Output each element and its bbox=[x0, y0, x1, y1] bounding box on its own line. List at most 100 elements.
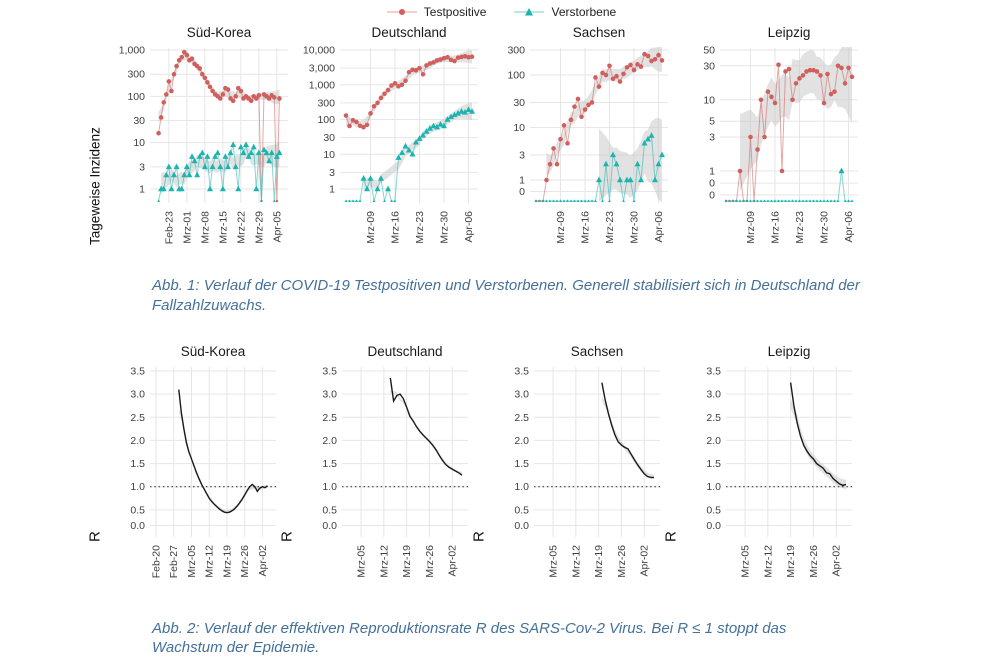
svg-text:Mrz-16: Mrz-16 bbox=[580, 211, 592, 244]
svg-text:Mrz-12: Mrz-12 bbox=[762, 544, 774, 577]
panel-incidence-sued-korea: Süd-Korea 1,000 300 100 30 10 3 1 Feb-23 Mrz-01 M… bbox=[104, 23, 294, 264]
svg-text:100: 100 bbox=[507, 70, 525, 82]
svg-text:Mrz-19: Mrz-19 bbox=[221, 544, 233, 577]
svg-text:2.5: 2.5 bbox=[322, 411, 337, 423]
svg-text:Mrz-05: Mrz-05 bbox=[356, 544, 368, 577]
chart-legend: Testpositive Verstorbene bbox=[0, 0, 1001, 19]
svg-text:0.0: 0.0 bbox=[130, 520, 145, 532]
svg-text:Mrz-23: Mrz-23 bbox=[604, 211, 616, 244]
legend-item-verstorbene: Verstorbene bbox=[512, 5, 616, 19]
panel-title: Süd-Korea bbox=[180, 343, 246, 359]
incidence-chart-sued-korea: 1,000 300 100 30 10 3 1 Feb-23 Mrz-01 Mrz-08 Mrz-1… bbox=[119, 45, 288, 244]
svg-text:5: 5 bbox=[709, 116, 715, 128]
svg-text:1,000: 1,000 bbox=[119, 45, 145, 57]
svg-text:Mrz-01: Mrz-01 bbox=[181, 211, 193, 244]
svg-text:Mrz-26: Mrz-26 bbox=[808, 544, 820, 577]
r-axis-label-deutschland: R bbox=[278, 530, 296, 542]
svg-text:Mrz-23: Mrz-23 bbox=[414, 211, 426, 244]
svg-text:Mrz-30: Mrz-30 bbox=[819, 211, 831, 244]
svg-text:Mrz-19: Mrz-19 bbox=[785, 544, 797, 577]
svg-text:2.5: 2.5 bbox=[706, 411, 721, 423]
svg-text:1.5: 1.5 bbox=[514, 458, 529, 470]
svg-text:Mrz-19: Mrz-19 bbox=[593, 544, 605, 577]
svg-text:Mrz-29: Mrz-29 bbox=[253, 211, 265, 244]
svg-text:Mrz-23: Mrz-23 bbox=[794, 211, 806, 244]
svg-text:300: 300 bbox=[317, 97, 335, 109]
svg-text:1.5: 1.5 bbox=[130, 458, 145, 470]
figure1-y-axis-label: Tageweise Inzidenz bbox=[87, 127, 103, 245]
r-chart-deutschland: 3.5 3.0 2.5 2.0 1.5 1.0 0.5 0.0 Mrz-05 Mrz-12 Mrz-… bbox=[322, 365, 468, 577]
svg-text:0.0: 0.0 bbox=[514, 520, 529, 532]
svg-text:Apr-06: Apr-06 bbox=[463, 211, 475, 243]
svg-text:Mrz-05: Mrz-05 bbox=[740, 544, 752, 577]
panel-incidence-sachsen: Sachsen 300 100 30 10 3 1 0 Mrz-09 Mrz-16 Mrz-23 M… bbox=[484, 23, 674, 264]
testpositive-marker-icon bbox=[386, 9, 417, 15]
svg-text:2.0: 2.0 bbox=[514, 435, 529, 447]
svg-text:1.0: 1.0 bbox=[706, 481, 721, 493]
svg-text:Feb-23: Feb-23 bbox=[163, 211, 175, 244]
svg-text:3.5: 3.5 bbox=[706, 365, 721, 377]
panel-incidence-deutschland: Deutschland 10,000 3,000 1,000 300 100 30 10 3 1… bbox=[294, 23, 484, 264]
svg-text:0.5: 0.5 bbox=[322, 504, 337, 516]
svg-text:10: 10 bbox=[513, 122, 525, 134]
svg-text:Mrz-12: Mrz-12 bbox=[378, 544, 390, 577]
svg-text:1.5: 1.5 bbox=[322, 458, 337, 470]
svg-text:0.0: 0.0 bbox=[322, 520, 337, 532]
svg-text:Mrz-19: Mrz-19 bbox=[401, 544, 413, 577]
svg-text:Mrz-12: Mrz-12 bbox=[204, 544, 216, 577]
panel-title: Leipzig bbox=[767, 25, 811, 40]
svg-text:3,000: 3,000 bbox=[309, 63, 335, 75]
svg-text:300: 300 bbox=[507, 45, 525, 57]
svg-text:1: 1 bbox=[709, 166, 715, 178]
svg-text:Mrz-16: Mrz-16 bbox=[770, 211, 782, 244]
svg-text:3.0: 3.0 bbox=[514, 388, 529, 400]
r-chart-leipzig: 3.5 3.0 2.5 2.0 1.5 1.0 0.5 0.0 Mrz-05 Mrz-12 Mrz-… bbox=[706, 365, 852, 577]
svg-text:3.0: 3.0 bbox=[130, 388, 145, 400]
verstorbene-marker-icon bbox=[514, 8, 545, 16]
legend-label-verstorbene: Verstorbene bbox=[551, 5, 617, 19]
svg-text:2.0: 2.0 bbox=[706, 435, 721, 447]
svg-text:3.5: 3.5 bbox=[322, 365, 337, 377]
svg-text:50: 50 bbox=[703, 45, 715, 57]
r-chart-sued-korea: 3.5 3.0 2.5 2.0 1.5 1.0 0.5 0.0 Feb-20 Feb-27 Mrz-… bbox=[130, 365, 276, 578]
svg-text:1: 1 bbox=[139, 184, 145, 196]
svg-text:30: 30 bbox=[513, 97, 525, 109]
svg-text:Mrz-26: Mrz-26 bbox=[239, 544, 251, 577]
svg-text:10: 10 bbox=[323, 149, 335, 161]
svg-text:Apr-05: Apr-05 bbox=[271, 211, 283, 243]
svg-text:0.5: 0.5 bbox=[706, 504, 721, 516]
figure1-row: Tageweise Inzidenz Süd-Korea 1,000 300 100… bbox=[86, 23, 1001, 264]
svg-text:3: 3 bbox=[709, 132, 715, 144]
svg-text:0.5: 0.5 bbox=[514, 504, 529, 516]
svg-text:Apr-02: Apr-02 bbox=[447, 544, 459, 576]
svg-text:3.5: 3.5 bbox=[514, 365, 529, 377]
svg-text:Mrz-30: Mrz-30 bbox=[439, 211, 451, 244]
svg-text:3: 3 bbox=[519, 149, 525, 161]
svg-text:Mrz-08: Mrz-08 bbox=[199, 211, 211, 244]
svg-text:Mrz-09: Mrz-09 bbox=[745, 211, 757, 244]
svg-text:Mrz-16: Mrz-16 bbox=[390, 211, 402, 244]
svg-text:Mrz-09: Mrz-09 bbox=[555, 211, 567, 244]
svg-text:2.5: 2.5 bbox=[514, 411, 529, 423]
svg-text:Mrz-09: Mrz-09 bbox=[365, 211, 377, 244]
panel-r-sued-korea: Süd-Korea 3.5 3.0 2.5 2.0 1.5 1.0 0.5 0.0 Feb-20… bbox=[104, 342, 278, 607]
legend-item-testpositive: Testpositive bbox=[385, 5, 487, 19]
panel-incidence-leipzig: Leipzig 50 30 10 5 3 1 0 0 Mrz-09 Mrz-16 Mrz-23 Mrz… bbox=[674, 23, 864, 264]
panel-title: Sachsen bbox=[570, 343, 624, 359]
svg-text:30: 30 bbox=[323, 132, 335, 144]
svg-text:3.0: 3.0 bbox=[706, 388, 721, 400]
svg-text:100: 100 bbox=[127, 91, 145, 103]
svg-text:1.0: 1.0 bbox=[130, 481, 145, 493]
r-axis-label-sued-korea: R bbox=[86, 530, 104, 542]
svg-text:10,000: 10,000 bbox=[303, 45, 335, 57]
incidence-chart-sachsen: 300 100 30 10 3 10 Mrz-09 Mrz-16 Mrz-23 Mrz-30 Apr… bbox=[507, 45, 668, 244]
svg-text:Apr-06: Apr-06 bbox=[653, 211, 665, 243]
svg-text:30: 30 bbox=[133, 115, 145, 127]
legend-label-testpositive: Testpositive bbox=[423, 5, 487, 19]
svg-text:Mrz-05: Mrz-05 bbox=[186, 544, 198, 577]
svg-text:Mrz-26: Mrz-26 bbox=[424, 544, 436, 577]
r-axis-label-leipzig: R bbox=[662, 530, 680, 542]
svg-text:2.5: 2.5 bbox=[130, 411, 145, 423]
svg-text:Mrz-05: Mrz-05 bbox=[548, 544, 560, 577]
incidence-chart-deutschland: 10,000 3,000 1,000 300 100 30 10 3 1 Mrz-09 Mrz-16… bbox=[303, 45, 478, 244]
